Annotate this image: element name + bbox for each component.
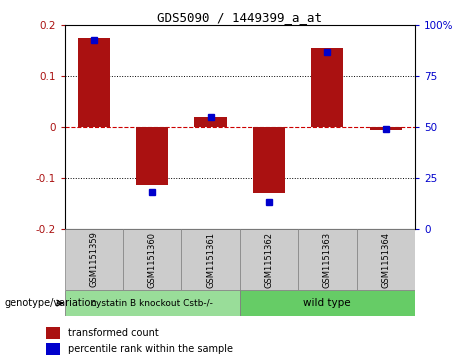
Bar bbox=[298, 229, 356, 290]
Text: transformed count: transformed count bbox=[68, 328, 159, 338]
Bar bbox=[195, 117, 227, 127]
Bar bbox=[65, 290, 240, 316]
Text: GSM1151362: GSM1151362 bbox=[265, 232, 273, 287]
Text: percentile rank within the sample: percentile rank within the sample bbox=[68, 344, 233, 355]
Bar bbox=[311, 48, 343, 127]
Bar bbox=[370, 127, 402, 130]
Text: GSM1151364: GSM1151364 bbox=[381, 232, 390, 287]
Text: wild type: wild type bbox=[303, 298, 351, 308]
Bar bbox=[240, 229, 298, 290]
Text: genotype/variation: genotype/variation bbox=[5, 298, 97, 308]
Bar bbox=[136, 127, 168, 185]
Bar bbox=[123, 229, 181, 290]
Text: GSM1151361: GSM1151361 bbox=[206, 232, 215, 287]
Title: GDS5090 / 1449399_a_at: GDS5090 / 1449399_a_at bbox=[157, 11, 322, 24]
Bar bbox=[65, 229, 123, 290]
Bar bbox=[253, 127, 285, 193]
Bar bbox=[181, 229, 240, 290]
Bar bbox=[46, 327, 60, 339]
Bar bbox=[240, 290, 415, 316]
Text: cystatin B knockout Cstb-/-: cystatin B knockout Cstb-/- bbox=[91, 299, 213, 307]
Text: GSM1151360: GSM1151360 bbox=[148, 232, 157, 287]
Bar bbox=[356, 229, 415, 290]
Text: GSM1151359: GSM1151359 bbox=[89, 232, 98, 287]
Bar bbox=[77, 38, 110, 127]
Text: GSM1151363: GSM1151363 bbox=[323, 232, 332, 287]
Bar bbox=[46, 343, 60, 355]
